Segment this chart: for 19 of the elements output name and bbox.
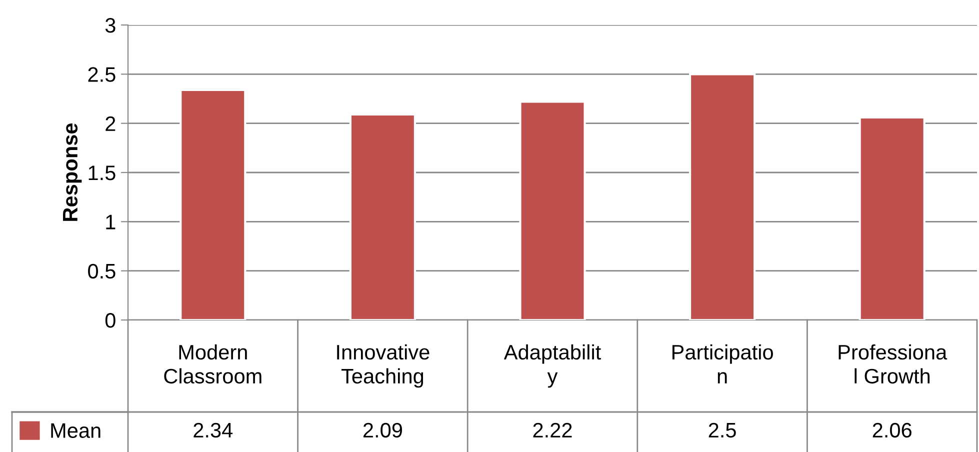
y-tick-label: 2.5 [88,67,116,82]
y-tick-label: 3 [105,18,116,33]
x-tick-label: Adaptabilit y [504,344,601,388]
y-tick-label: 0 [105,313,116,328]
data-label: 2.5 [708,422,736,438]
y-tick-label: 1.5 [88,166,116,180]
x-tick-label: Innovative Teaching [337,344,430,388]
y-tick-label: 1 [106,214,116,230]
y-tick-label: 2 [106,116,116,131]
x-tick-label: Participatio n [672,344,773,384]
data-label: 2.09 [363,422,402,438]
x-tick-label: Modern Classroom [164,344,262,384]
data-label: 2.34 [194,422,233,438]
y-axis-title: Response [63,123,82,221]
data-label: 2.22 [533,422,572,438]
legend-label: Mean [51,423,100,438]
y-tick-label: 0.5 [88,264,116,279]
x-tick-label: Professiona l Growth [838,344,948,384]
data-label: 2.06 [872,422,912,438]
